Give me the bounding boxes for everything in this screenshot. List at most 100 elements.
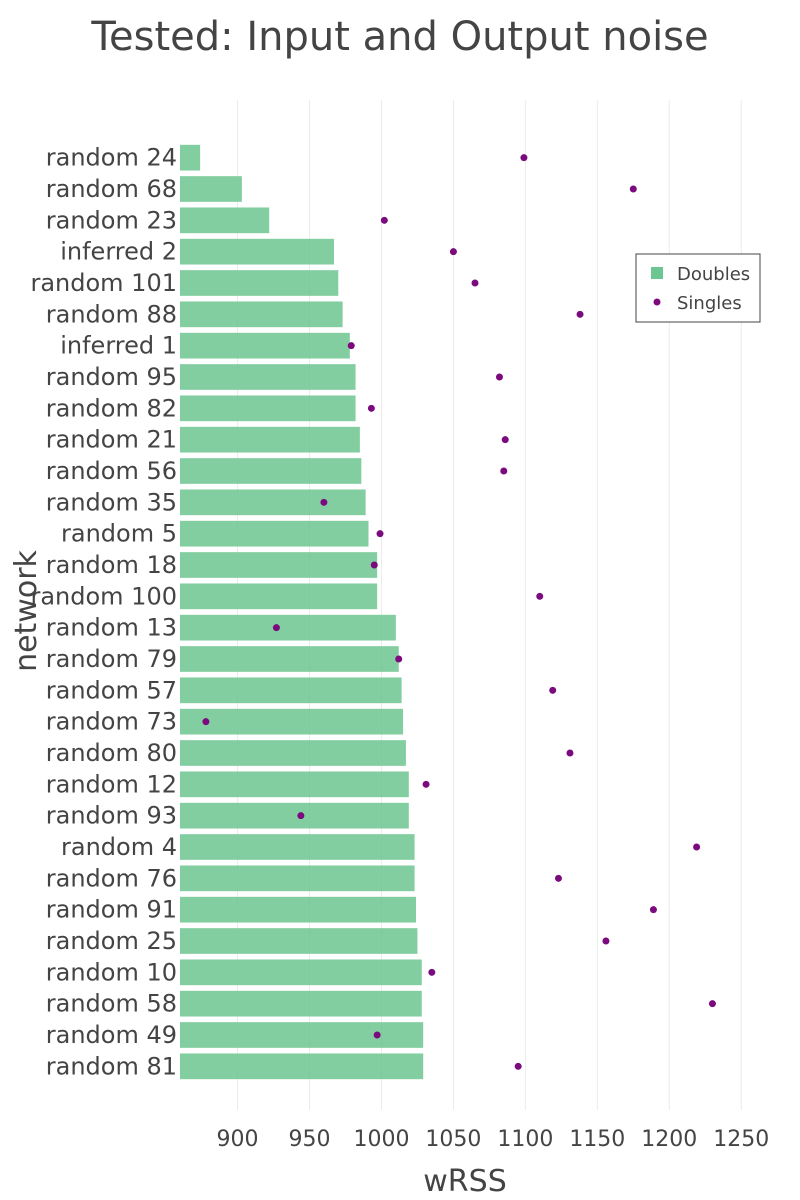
bar-doubles[interactable] [180,990,422,1017]
point-singles[interactable] [380,216,388,224]
bar-doubles[interactable] [180,771,409,798]
y-tick-label: random 95 [46,363,177,391]
y-tick-label: random 76 [46,864,177,892]
bar-doubles[interactable] [180,583,378,610]
point-singles[interactable] [395,655,403,663]
bar-doubles[interactable] [180,144,201,171]
y-tick-label: random 101 [30,269,177,297]
bar-doubles[interactable] [180,928,418,954]
y-tick-label: random 49 [46,1021,177,1049]
y-tick-label: random 57 [46,676,177,704]
bar-doubles[interactable] [180,677,402,704]
y-tick-label: inferred 2 [60,238,177,266]
bar-doubles[interactable] [180,834,415,860]
bar-doubles[interactable] [180,802,409,829]
point-singles[interactable] [514,1062,522,1070]
point-singles[interactable] [566,749,574,757]
bar-doubles[interactable] [180,176,242,202]
bar-doubles[interactable] [180,646,399,672]
bar-doubles[interactable] [180,489,366,516]
bar-doubles[interactable] [180,708,404,735]
point-singles[interactable] [367,404,375,412]
legend-label-doubles: Doubles [677,264,750,285]
bar-doubles[interactable] [180,1053,424,1080]
bar-doubles[interactable] [180,270,339,296]
legend-box [635,253,761,323]
bar-doubles[interactable] [180,458,362,484]
point-singles[interactable] [554,874,562,882]
point-singles[interactable] [495,373,503,381]
y-tick-label: random 80 [46,739,177,767]
bar-doubles[interactable] [180,896,416,923]
point-singles[interactable] [649,906,657,914]
bar-doubles[interactable] [180,238,334,265]
bar-doubles[interactable] [180,395,356,422]
y-tick-label: random 35 [46,488,177,516]
point-singles[interactable] [602,937,610,945]
legend[interactable]: Doubles Singles [635,253,761,323]
bar-doubles[interactable] [180,552,378,578]
point-singles[interactable] [272,624,280,632]
x-tick-label: 1000 [353,1127,409,1152]
y-tick-label: random 24 [46,144,177,172]
chart-title: Tested: Input and Output noise [90,14,708,60]
y-tick-label: random 13 [46,614,177,642]
point-singles[interactable] [536,592,544,600]
bar-series [180,144,424,1080]
bar-doubles[interactable] [180,207,270,234]
bar-doubles[interactable] [180,865,415,892]
point-singles[interactable] [576,310,584,318]
point-singles[interactable] [693,843,701,851]
y-tick-label: random 82 [46,394,177,422]
point-singles[interactable] [500,467,508,475]
y-tick-label: random 23 [46,206,177,234]
y-tick-label: random 88 [46,300,177,328]
point-singles[interactable] [471,279,479,287]
x-axis-title: wRSS [423,1164,506,1199]
point-singles[interactable] [370,561,378,569]
point-singles[interactable] [297,812,305,820]
point-singles[interactable] [549,686,557,694]
y-tick-label: random 18 [46,551,177,579]
x-tick-label: 1250 [713,1127,769,1152]
y-tick-label: random 12 [46,770,177,798]
legend-label-singles: Singles [677,293,742,314]
bar-doubles[interactable] [180,426,360,453]
point-singles[interactable] [376,530,384,538]
y-tick-label: random 5 [61,520,177,548]
point-singles[interactable] [501,436,509,444]
bar-doubles[interactable] [180,332,350,359]
point-singles[interactable] [629,185,637,193]
bar-doubles[interactable] [180,301,343,328]
x-tick-label: 900 [217,1127,259,1152]
y-tick-label: random 93 [46,802,177,830]
point-singles[interactable] [373,1031,381,1039]
y-tick-label: random 10 [46,958,177,986]
x-tick-label: 1200 [641,1127,697,1152]
y-tick-label: random 91 [46,896,177,924]
point-singles[interactable] [520,154,528,162]
bar-doubles[interactable] [180,740,406,766]
y-tick-label: random 68 [46,175,177,203]
bar-doubles[interactable] [180,1022,424,1048]
scatter-series [202,154,716,1070]
point-singles[interactable] [202,718,210,726]
legend-swatch-singles [653,298,661,306]
bar-doubles[interactable] [180,614,396,641]
point-singles[interactable] [708,1000,716,1008]
bar-doubles[interactable] [180,959,422,986]
x-tick-label: 1050 [425,1127,481,1152]
x-tick-label: 1100 [497,1127,553,1152]
point-singles[interactable] [347,342,355,350]
point-singles[interactable] [320,498,328,506]
y-tick-label: random 25 [46,927,177,955]
x-tick-label: 1150 [569,1127,625,1152]
y-tick-label: random 58 [46,990,177,1018]
bar-doubles[interactable] [180,520,369,547]
bar-doubles[interactable] [180,364,356,390]
point-singles[interactable] [428,968,436,976]
point-singles[interactable] [422,780,430,788]
legend-swatch-doubles [651,267,663,279]
point-singles[interactable] [449,248,457,256]
